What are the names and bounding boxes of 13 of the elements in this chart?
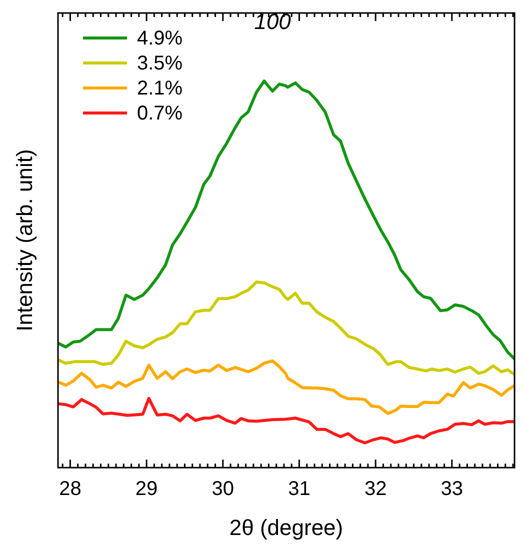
x-tick-label: 33 xyxy=(440,478,464,500)
legend-label: 0.7% xyxy=(137,102,183,125)
y-axis-title: Intensity (arb. unit) xyxy=(12,149,38,332)
legend-label: 3.5% xyxy=(137,52,183,75)
legend-label: 2.1% xyxy=(137,78,183,100)
x-tick-label: 28 xyxy=(59,478,82,500)
x-tick-label: 31 xyxy=(288,478,310,500)
legend-label: 4.9% xyxy=(137,28,183,50)
x-tick-label: 30 xyxy=(212,478,234,500)
x-axis-title: 2θ (degree) xyxy=(229,514,344,540)
text: 100 xyxy=(254,9,292,34)
x-tick-label: 32 xyxy=(364,478,387,500)
x-tick-label: 29 xyxy=(135,478,158,500)
